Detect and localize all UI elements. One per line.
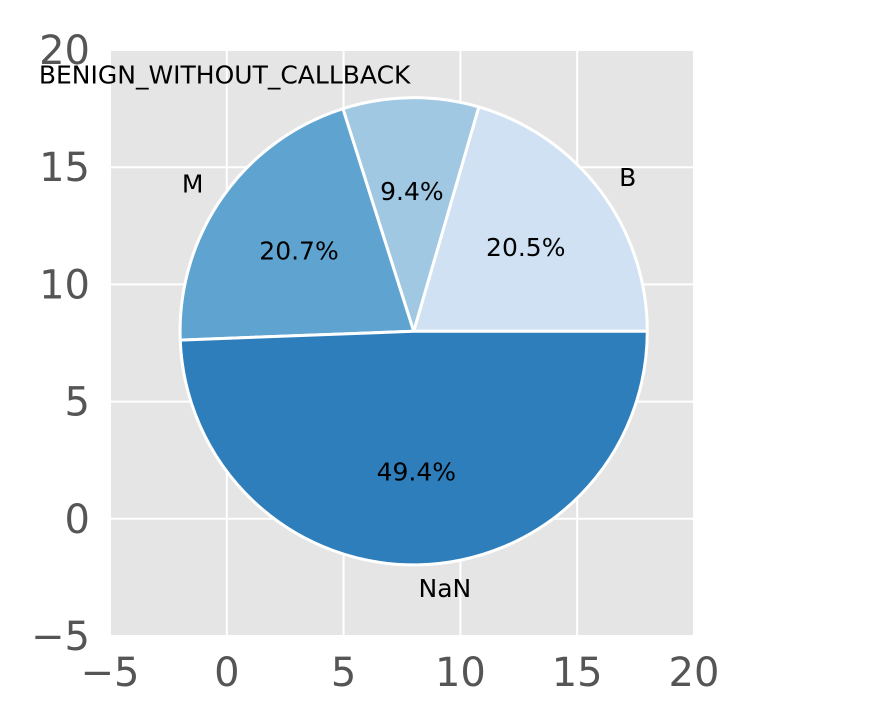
x-tick-label: 20 bbox=[669, 650, 720, 696]
x-axis-ticks: −5 0 5 10 15 20 bbox=[81, 650, 720, 696]
x-tick-label: 5 bbox=[331, 650, 356, 696]
pie-slice-nan bbox=[178, 329, 649, 567]
pie-slice-benign-without-callback bbox=[341, 96, 481, 333]
slice-category-label: B bbox=[619, 163, 636, 192]
slice-labels: 20.5% B 9.4% BENIGN_WITHOUT_CALLBACK 20.7% M 4… bbox=[39, 60, 636, 603]
y-tick-label: −5 bbox=[31, 614, 90, 660]
x-tick-label: 10 bbox=[435, 650, 486, 696]
y-tick-label: 20 bbox=[39, 28, 90, 74]
y-tick-label: 0 bbox=[65, 497, 90, 543]
pie-slice-m bbox=[178, 107, 416, 342]
y-tick-label: 15 bbox=[39, 145, 90, 191]
slice-category-label: M bbox=[182, 170, 204, 199]
y-axis-ticks: −5 0 5 10 15 20 bbox=[31, 28, 90, 660]
y-tick-label: 5 bbox=[65, 380, 90, 426]
y-tick-label: 10 bbox=[39, 262, 90, 308]
x-tick-label: 0 bbox=[214, 650, 239, 696]
slice-category-label: NaN bbox=[419, 574, 472, 603]
slice-percentage-label: 20.7% bbox=[259, 237, 338, 266]
slice-percentage-label: 9.4% bbox=[380, 177, 444, 206]
slice-percentage-label: 49.4% bbox=[377, 457, 456, 486]
slice-category-label: BENIGN_WITHOUT_CALLBACK bbox=[39, 60, 411, 89]
x-tick-label: −5 bbox=[81, 650, 140, 696]
slice-percentage-label: 20.5% bbox=[486, 233, 565, 262]
pie-slice-b bbox=[412, 105, 649, 333]
pie-slices bbox=[178, 96, 649, 567]
x-tick-label: 15 bbox=[552, 650, 603, 696]
